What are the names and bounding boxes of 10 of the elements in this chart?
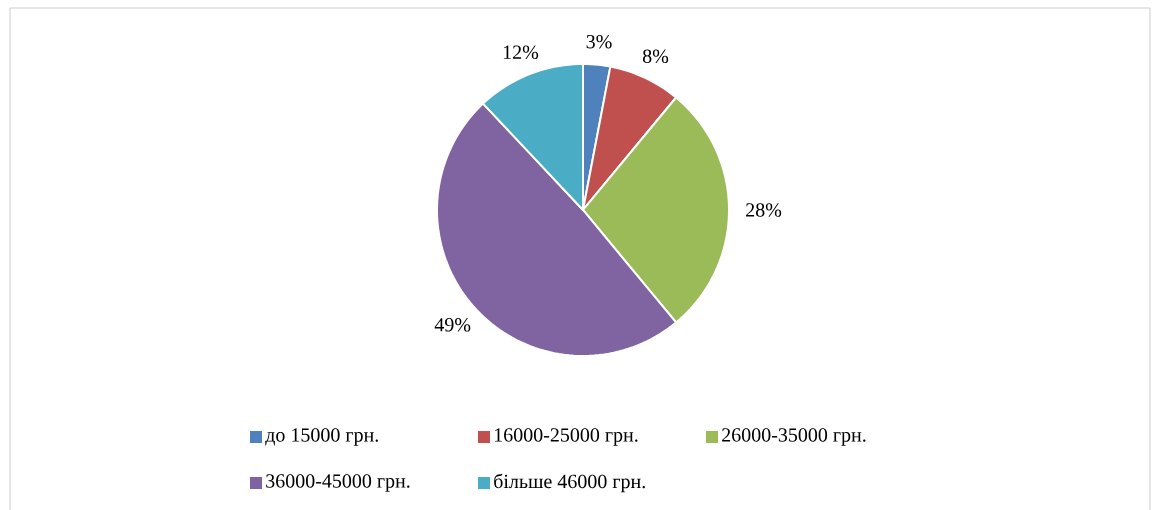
legend-label: більше 46000 грн. [494,473,645,493]
data-label: 8% [642,49,669,63]
legend-label: 26000-35000 грн. [722,427,866,446]
data-label: 12% [503,45,539,59]
data-label: 28% [746,202,782,217]
legend-label: до 15000 грн. [265,427,378,446]
legend-label: 36000-45000 грн. [266,473,410,492]
data-label: 3% [586,34,612,49]
legend-label: 16000-25000 грн. [494,427,638,446]
data-label: 49% [434,317,471,332]
